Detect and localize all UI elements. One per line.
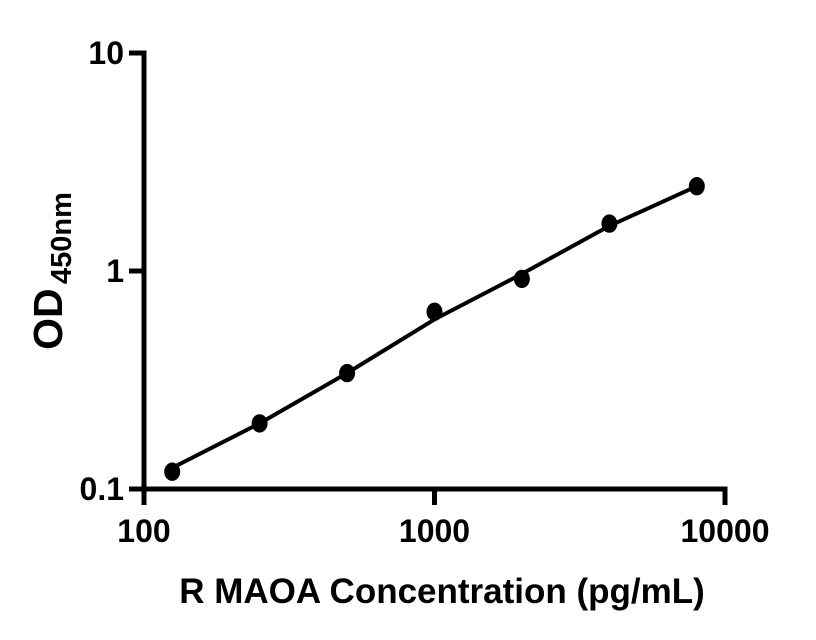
y-tick-label-1: 1: [106, 253, 124, 289]
data-point-marker: [513, 269, 530, 289]
y-axis-title-main: OD: [25, 288, 71, 350]
data-point-marker: [601, 214, 618, 233]
x-tick-label-100: 100: [117, 513, 170, 549]
data-points: [164, 177, 705, 481]
y-axis-title-subscript: 450nm: [46, 192, 78, 284]
y-tick-label-10: 10: [88, 35, 124, 71]
data-point-marker: [164, 462, 181, 481]
data-point-marker: [251, 414, 268, 433]
y-tick-label-0.1: 0.1: [80, 471, 124, 507]
data-point-marker: [426, 302, 443, 321]
x-tick-label-1000: 1000: [399, 513, 470, 549]
data-point-marker: [339, 363, 356, 383]
y-axis-title: OD 450nm: [25, 192, 78, 350]
x-axis-title: R MAOA Concentration (pg/mL): [179, 572, 705, 611]
x-axis-ticks: 100 1000 10000: [117, 489, 769, 549]
axes: [141, 50, 728, 492]
x-tick-label-10000: 10000: [681, 513, 770, 549]
y-axis-ticks: 0.1 1 10: [80, 35, 144, 507]
fit-line: [170, 184, 699, 470]
data-point-marker: [688, 177, 705, 196]
